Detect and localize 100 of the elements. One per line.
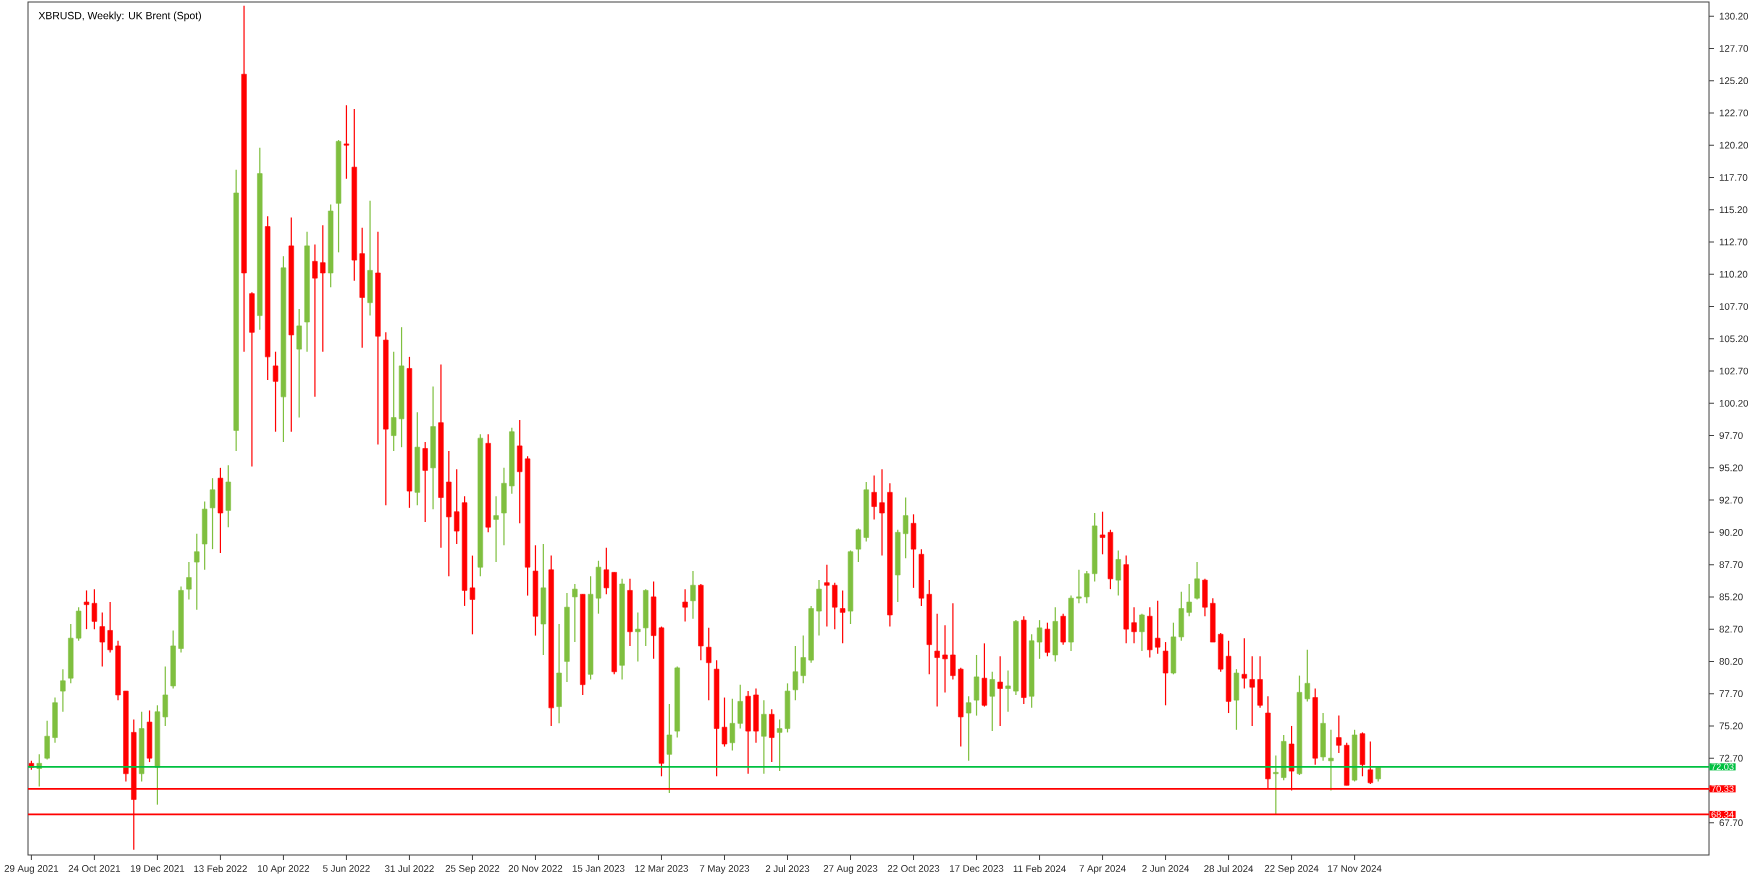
x-tick-label: 25 Sep 2022 [445,865,500,874]
y-tick-label: 117.70 [1719,174,1748,181]
x-tick-label: 24 Oct 2021 [68,865,121,872]
x-tick-label: 20 Nov 2022 [508,865,563,872]
candlestick [162,665,168,727]
candlestick [1076,569,1082,604]
candlestick [454,468,460,545]
candlestick [1273,755,1279,816]
candlestick [871,474,877,521]
y-tick-label: 110.20 [1719,270,1748,278]
x-tick-label: 15 Jan 2023 [572,865,625,872]
candlestick [1304,649,1310,703]
candlestick [1367,740,1373,785]
x-tick-label: 12 Mar 2023 [635,865,688,872]
x-tick-label: 27 Aug 2023 [823,865,878,874]
candlestick [832,582,838,630]
ref-line-label: 70.33 [1711,785,1734,793]
x-tick-label: 11 Feb 2024 [1013,865,1066,873]
candlestick [343,104,350,180]
y-tick-label: 90.20 [1719,528,1743,536]
candlestick [603,547,610,595]
x-tick-label: 28 Jul 2024 [1204,865,1254,873]
candlestick [194,533,200,611]
candlestick [824,564,830,628]
candlestick [816,579,822,637]
candlestick [1115,549,1121,597]
candlestick [737,684,743,730]
candlestick [493,495,499,563]
y-tick-label: 82.70 [1719,625,1743,633]
y-tick-label: 97.70 [1719,432,1743,439]
candlestick [1005,669,1011,713]
x-tick-label: 2 Jun 2024 [1142,865,1190,872]
y-tick-label: 112.70 [1719,238,1748,246]
candlestick [1084,570,1090,604]
candlestick [706,627,712,701]
x-tick-label: 7 May 2023 [699,865,750,874]
x-tick-label: 2 Jul 2023 [765,865,810,873]
candlestick [296,308,302,419]
candlestick [989,671,995,732]
candlestick [950,602,956,681]
ref-line-label: 68.34 [1711,811,1734,818]
candlestick [107,601,113,653]
y-tick-label: 85.20 [1719,593,1743,601]
candlestick [635,611,641,663]
x-tick-label: 10 Apr 2022 [257,865,310,874]
candlestick [792,645,799,701]
candlestick [272,351,279,433]
candlestick [761,699,767,775]
y-tick-label: 125.20 [1719,77,1749,85]
x-tick-label: 7 Apr 2024 [1079,865,1126,874]
y-tick-label: 127.70 [1719,45,1749,52]
y-tick-label: 80.20 [1719,658,1743,665]
candlestick [997,655,1003,727]
candlestick [1162,641,1169,706]
x-tick-label: 19 Dec 2021 [130,865,185,872]
x-tick-label: 17 Nov 2024 [1328,865,1382,872]
x-tick-label: 13 Feb 2022 [194,865,247,873]
candlestick [1241,637,1247,690]
y-tick-label: 87.70 [1719,561,1743,569]
candlestick [973,654,980,717]
candlestick [1036,619,1043,660]
y-tick-label: 95.20 [1719,464,1743,472]
candlestick [1186,583,1192,617]
y-tick-label: 122.70 [1719,109,1749,117]
candlestick [902,496,909,559]
candlestick [209,477,216,550]
candlestick [422,441,428,523]
candlestick [186,561,192,601]
candlestick [391,351,397,452]
candlestick [879,468,885,557]
y-tick-label: 77.70 [1719,690,1743,698]
y-tick-label: 107.70 [1719,303,1749,310]
candlestick [839,589,846,644]
candlestick [312,243,318,398]
y-tick-label: 105.20 [1719,335,1749,343]
candlestick [690,570,696,620]
y-tick-label: 130.20 [1719,12,1749,20]
y-tick-label: 100.20 [1719,399,1749,407]
ref-line-label: 72.03 [1711,763,1734,771]
candlestick [934,613,940,708]
y-tick-label: 120.20 [1719,141,1749,149]
x-tick-label: 22 Sep 2024 [1264,865,1319,874]
candlestick [572,583,578,643]
candlestick [855,527,862,563]
candlestick [1155,600,1161,655]
candlestick [800,635,806,684]
candlestick [99,611,105,668]
candlestick [1044,622,1051,657]
candlestick [1336,715,1342,754]
candlestick [682,588,688,623]
y-tick-label: 72.70 [1719,754,1743,762]
y-tick-label: 75.20 [1719,722,1743,730]
x-tick-label: 29 Aug 2021 [4,865,59,874]
candlestick [942,624,948,693]
candlestick [60,668,66,713]
y-tick-label: 92.70 [1719,496,1743,504]
x-tick-label: 31 Jul 2022 [385,865,434,873]
candlestick [320,224,326,353]
candlestick [1249,655,1255,727]
candlestick [769,708,775,763]
